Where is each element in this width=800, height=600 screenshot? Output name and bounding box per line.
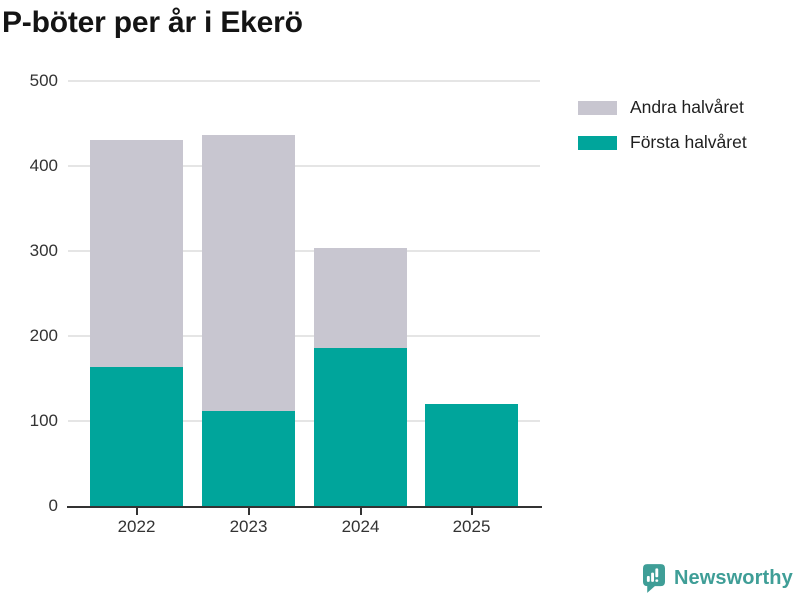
y-gridline (68, 335, 540, 337)
y-tick-label: 400 (29, 156, 58, 175)
x-axis-line (67, 506, 542, 508)
chart-title: P-böter per år i Ekerö (2, 6, 303, 39)
bar-segment-2022-andra-halvåret (90, 139, 183, 368)
legend-item: Andra halvåret (578, 97, 747, 118)
y-tick-label: 200 (29, 326, 58, 345)
y-tick-label: 500 (29, 71, 58, 90)
legend: Andra halvåret Första halvåret (578, 97, 747, 167)
bar-segment-2024-första-halvåret (314, 347, 407, 506)
x-axis-tick (470, 508, 473, 515)
y-gridline (68, 165, 540, 167)
y-gridline (68, 420, 540, 422)
bar-segment-2022-första-halvåret (90, 367, 183, 506)
x-axis-tick (359, 508, 362, 515)
newsworthy-speech-bubble-bar-chart-icon (643, 564, 665, 593)
x-tick-label: 2025 (452, 517, 491, 536)
legend-swatch (578, 100, 617, 115)
legend-item: Första halvåret (578, 132, 747, 153)
x-tick-label: 2022 (117, 517, 156, 536)
bar-segment-2023-första-halvåret (202, 410, 295, 506)
legend-label: Första halvåret (630, 132, 747, 152)
bar-segment-2025-första-halvåret (425, 404, 518, 506)
y-gridline (68, 80, 540, 82)
x-axis-tick (247, 508, 250, 515)
y-tick-label: 300 (29, 241, 58, 260)
x-axis-tick (135, 508, 138, 515)
bar-segment-2024-andra-halvåret (314, 248, 407, 348)
bar-segment-2023-andra-halvåret (202, 134, 295, 411)
legend-swatch (578, 135, 617, 150)
y-tick-label: 100 (29, 411, 58, 430)
x-tick-label: 2024 (341, 517, 380, 536)
newsworthy-wordmark: Newsworthy (674, 567, 793, 589)
x-tick-label: 2023 (229, 517, 268, 536)
y-tick-label: 0 (48, 496, 58, 515)
legend-label: Andra halvåret (630, 97, 744, 117)
y-gridline (68, 250, 540, 252)
newsworthy-logo: Newsworthy (643, 564, 793, 593)
